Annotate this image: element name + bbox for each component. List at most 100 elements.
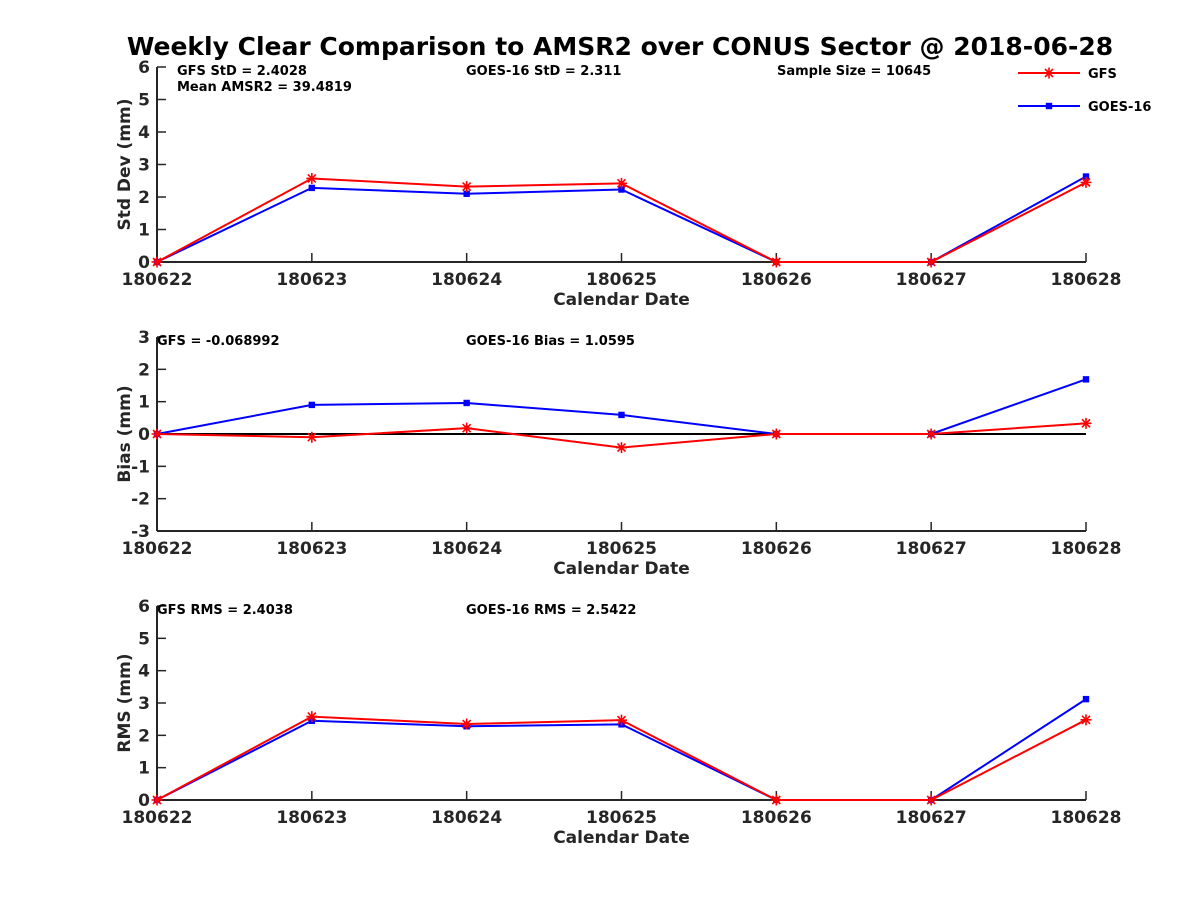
x-tick-label: 180626 [741,808,812,828]
data-point [306,711,318,723]
x-tick-label: 180626 [741,539,812,559]
data-point [925,256,937,268]
stat-annotation: Sample Size = 10645 [777,64,931,79]
y-tick-label: 0 [138,425,150,445]
legend-item: GOES-16 [1018,100,1151,115]
data-point [461,422,473,434]
x-tick-label: 180627 [896,808,967,828]
data-point [463,399,470,407]
panels: 180622 180623 180624 180625 180626 180627 1806… [115,58,1121,848]
x-tick-label: 180625 [586,808,657,828]
data-point [616,714,627,726]
data-point [1080,176,1092,188]
data-point [461,181,473,193]
y-tick-label: 5 [138,629,150,649]
x-tick-label: 180622 [122,270,193,290]
data-point [151,256,163,268]
y-axis-label: Std Dev (mm) [115,98,135,230]
y-tick-label: 4 [138,662,150,682]
x-tick-label: 180625 [586,539,657,559]
x-tick-label: 180624 [431,539,502,559]
data-point [1082,173,1090,180]
x-tick-label: 180628 [1051,539,1122,559]
legend-label: GFS [1088,67,1117,82]
data-point [1082,376,1090,383]
data-point [306,431,318,443]
y-tick-label: -1 [131,457,150,477]
panel-2: 180622 180623 180624 180625 180626 180627 1806… [115,328,1121,579]
data-point [1080,714,1092,726]
legend-label: GOES-16 [1088,100,1151,115]
y-tick-label: 4 [138,123,150,143]
data-point [770,428,782,440]
data-point [925,794,937,806]
stat-annotation: GFS RMS = 2.4038 [157,603,293,618]
y-tick-label: 5 [138,91,150,111]
series-gfs [151,711,1092,806]
data-point [616,442,627,454]
y-tick-label: 3 [138,328,150,348]
legend-marker [1043,67,1055,79]
x-tick-label: 180623 [276,270,347,290]
x-tick-label: 180625 [586,270,657,290]
stat-annotation: GFS StD = 2.4028 [177,64,307,79]
y-tick-label: -2 [131,490,150,510]
legend: GFS GOES-16 [1018,67,1151,115]
x-tick-label: 180624 [431,808,502,828]
data-point [618,411,625,419]
series-line [156,378,1087,435]
x-tick-label: 180624 [431,270,502,290]
data-point [463,190,470,197]
series-goes-16 [153,376,1090,438]
x-axis-label: Calendar Date [553,828,690,848]
data-point [1082,695,1090,703]
data-point [306,172,318,184]
x-tick-label: 180626 [741,270,812,290]
y-tick-label: 2 [138,188,150,208]
y-axis-label: Bias (mm) [115,385,135,482]
stat-annotation: GOES-16 RMS = 2.5422 [466,603,636,618]
y-tick-label: 6 [138,58,150,78]
x-axis-label: Calendar Date [553,290,690,310]
x-tick-label: 180628 [1051,270,1122,290]
data-point [770,794,782,806]
x-tick-label: 180622 [122,808,193,828]
x-tick-label: 180627 [896,539,967,559]
series-line [156,698,1087,801]
y-tick-label: 0 [138,253,150,273]
y-tick-label: 6 [138,597,150,617]
x-tick-label: 180627 [896,270,967,290]
x-axis-label: Calendar Date [553,559,690,579]
y-tick-label: 1 [138,759,150,779]
data-point [308,401,316,409]
legend-marker [1045,102,1053,110]
data-point [925,428,937,440]
legend-item: GFS [1018,67,1117,82]
y-tick-label: 1 [138,221,150,241]
data-point [1080,417,1092,429]
x-tick-label: 180623 [276,808,347,828]
stat-annotation: GFS = -0.068992 [157,334,280,349]
chart-title: Weekly Clear Comparison to AMSR2 over CO… [127,32,1113,61]
stat-annotation: GOES-16 Bias = 1.0595 [466,334,635,349]
panel-3: 180622 180623 180624 180625 180626 180627 1806… [115,597,1121,848]
stat-annotation: GOES-16 StD = 2.311 [466,64,621,79]
data-point [616,177,627,189]
data-point [151,428,163,440]
data-point [461,718,473,730]
y-axis-label: RMS (mm) [115,653,135,752]
panel-1: 180622 180623 180624 180625 180626 180627 1806… [115,58,1121,310]
y-tick-label: 2 [138,726,150,746]
y-tick-label: 1 [138,393,150,413]
y-tick-label: -3 [131,522,150,542]
x-tick-label: 180628 [1051,808,1122,828]
y-tick-label: 3 [138,694,150,714]
stat-annotation: Mean AMSR2 = 39.4819 [177,80,352,95]
series-goes-16 [153,695,1090,804]
y-tick-label: 2 [138,360,150,380]
x-tick-label: 180622 [122,539,193,559]
series-gfs [151,417,1092,454]
data-point [770,256,782,268]
data-point [618,186,625,193]
